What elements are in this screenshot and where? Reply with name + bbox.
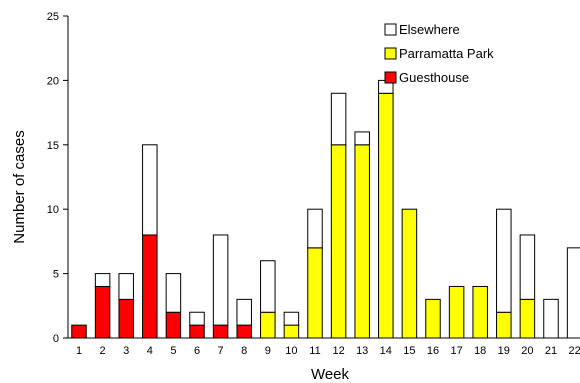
legend-label-elsewhere: Elsewhere bbox=[399, 22, 460, 37]
x-tick-label: 6 bbox=[194, 345, 200, 357]
y-tick-label: 0 bbox=[53, 333, 59, 345]
bar-elsewhere-week-21 bbox=[543, 298, 559, 339]
y-axis-title: Number of cases bbox=[11, 130, 28, 243]
x-tick-label: 22 bbox=[568, 345, 580, 357]
x-tick-label: 14 bbox=[380, 345, 392, 357]
x-axis-title: Week bbox=[311, 366, 350, 383]
bar-elsewhere-week-6 bbox=[189, 311, 205, 326]
x-tick-label: 5 bbox=[170, 345, 176, 357]
legend-label-guesthouse: Guesthouse bbox=[399, 70, 469, 85]
x-tick-label: 21 bbox=[545, 345, 557, 357]
bar-elsewhere-week-3 bbox=[118, 273, 134, 300]
bar-parramatta-park-week-12 bbox=[330, 144, 347, 339]
y-axis-ticks: 0 5 10 15 20 25 bbox=[47, 11, 68, 345]
bar-elsewhere-week-9 bbox=[260, 260, 276, 313]
y-tick-label: 10 bbox=[47, 204, 59, 216]
y-tick-label: 15 bbox=[47, 140, 59, 152]
bar-guesthouse-week-3 bbox=[118, 298, 134, 339]
x-tick-label: 13 bbox=[356, 345, 368, 357]
bar-elsewhere-week-7 bbox=[212, 234, 229, 326]
legend-label-parramatta-park: Parramatta Park bbox=[399, 46, 494, 61]
bar-elsewhere-week-5 bbox=[165, 273, 182, 313]
legend-swatch-elsewhere bbox=[384, 23, 397, 36]
x-tick-label: 8 bbox=[241, 345, 247, 357]
bar-elsewhere-week-12 bbox=[330, 92, 347, 146]
bar-elsewhere-week-8 bbox=[236, 298, 252, 326]
x-tick-label: 2 bbox=[100, 345, 106, 357]
bar-guesthouse-week-2 bbox=[94, 285, 111, 339]
bar-parramatta-park-week-18 bbox=[472, 285, 488, 339]
x-axis-ticks: 1234567891011121314151617181920212223 bbox=[76, 345, 580, 357]
x-tick-label: 16 bbox=[427, 345, 439, 357]
x-tick-label: 17 bbox=[450, 345, 462, 357]
bar-parramatta-park-week-15 bbox=[401, 208, 418, 339]
x-tick-label: 19 bbox=[498, 345, 510, 357]
bar-guesthouse-week-4 bbox=[142, 234, 158, 339]
x-tick-label: 3 bbox=[123, 345, 129, 357]
bar-parramatta-park-week-20 bbox=[519, 298, 536, 339]
bar-parramatta-park-week-13 bbox=[354, 144, 370, 339]
x-tick-label: 18 bbox=[474, 345, 486, 357]
bar-parramatta-park-week-9 bbox=[260, 311, 276, 339]
y-tick-label: 20 bbox=[47, 75, 59, 87]
bar-parramatta-park-week-14 bbox=[378, 92, 394, 339]
x-tick-label: 4 bbox=[147, 345, 153, 357]
bar-parramatta-park-week-11 bbox=[307, 247, 323, 339]
x-tick-label: 1 bbox=[76, 345, 82, 357]
bar-guesthouse-week-5 bbox=[165, 311, 182, 339]
bar-elsewhere-week-13 bbox=[354, 131, 370, 146]
bar-elsewhere-week-4 bbox=[142, 144, 158, 236]
x-tick-label: 9 bbox=[265, 345, 271, 357]
x-tick-label: 7 bbox=[218, 345, 224, 357]
bar-elsewhere-week-22 bbox=[566, 247, 580, 339]
x-tick-label: 10 bbox=[285, 345, 297, 357]
x-tick-label: 12 bbox=[332, 345, 344, 357]
x-tick-label: 20 bbox=[521, 345, 533, 357]
bar-elsewhere-week-20 bbox=[519, 234, 536, 300]
bar-parramatta-park-week-16 bbox=[425, 298, 441, 339]
bar-parramatta-park-week-17 bbox=[448, 285, 465, 339]
bar-guesthouse-week-6 bbox=[189, 324, 205, 339]
legend-swatch-parramatta-park bbox=[384, 47, 397, 60]
bar-elsewhere-week-19 bbox=[496, 208, 512, 313]
bar-parramatta-park-week-10 bbox=[283, 324, 300, 339]
bar-elsewhere-week-10 bbox=[283, 311, 300, 326]
legend-swatch-guesthouse bbox=[384, 71, 397, 84]
x-tick-label: 15 bbox=[403, 345, 415, 357]
bar-elsewhere-week-11 bbox=[307, 208, 323, 249]
y-tick-label: 5 bbox=[53, 269, 59, 281]
legend: Elsewhere Parramatta Park Guesthouse bbox=[384, 22, 494, 85]
y-tick-label: 25 bbox=[47, 11, 59, 23]
bar-guesthouse-week-8 bbox=[236, 324, 252, 339]
bars bbox=[71, 79, 580, 339]
bar-guesthouse-week-1 bbox=[71, 324, 87, 339]
bar-elsewhere-week-2 bbox=[94, 273, 111, 287]
x-tick-label: 11 bbox=[309, 345, 320, 357]
bar-guesthouse-week-7 bbox=[212, 324, 229, 339]
bar-parramatta-park-week-19 bbox=[496, 311, 512, 339]
